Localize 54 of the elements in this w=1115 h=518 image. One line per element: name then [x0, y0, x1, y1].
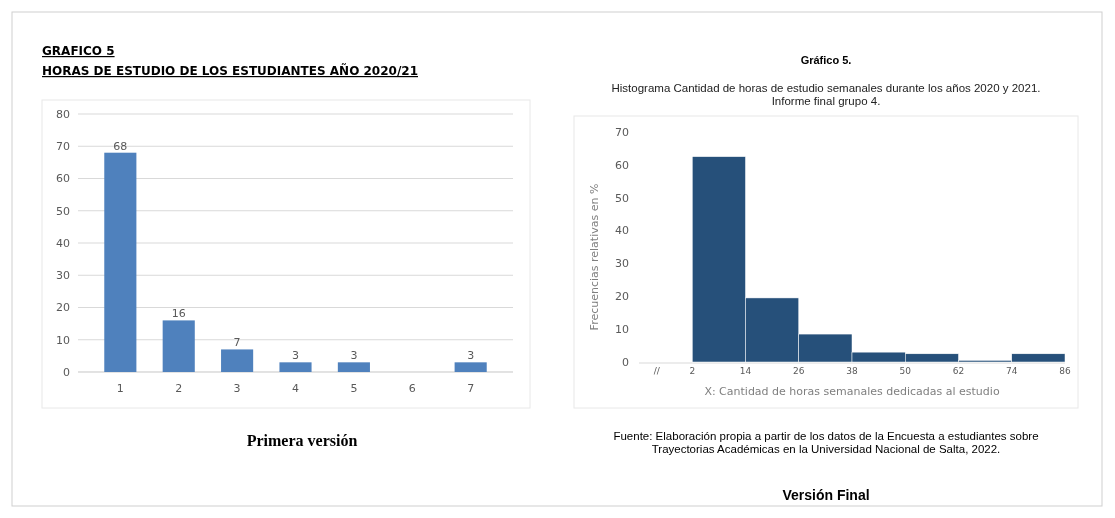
y-tick-label: 70	[56, 140, 70, 154]
x-tick-label: 3	[233, 382, 241, 395]
x-tick-label: //	[653, 366, 661, 376]
x-tick-label: 26	[793, 366, 805, 376]
bar	[162, 320, 195, 372]
chart-subtitle: HORAS DE ESTUDIO DE LOS ESTUDIANTES AÑO 2020/21	[42, 63, 418, 78]
data-label: 7	[233, 336, 241, 350]
x-tick-label: 5	[350, 382, 358, 395]
y-tick-label: 0	[63, 365, 70, 379]
y-tick-label: 0	[622, 355, 629, 369]
x-tick-label: 50	[899, 366, 912, 376]
chart-title: Gráfico 5.	[800, 54, 852, 66]
y-tick-label: 50	[56, 204, 70, 218]
text: Versión Final	[782, 487, 870, 503]
data-label: 3	[467, 349, 475, 363]
x-tick-label: 38	[846, 366, 858, 376]
bar	[104, 152, 137, 372]
bar	[279, 362, 312, 372]
data-label: 16	[171, 307, 186, 321]
x-axis-title: X: Cantidad de horas semanales dedicadas al estudio	[704, 385, 1000, 398]
y-tick-label: 60	[615, 158, 629, 172]
y-tick-label: 30	[615, 257, 629, 271]
y-tick-label: 20	[56, 301, 70, 315]
y-tick-label: 60	[56, 172, 70, 186]
x-tick-label: 2	[689, 366, 696, 376]
text: Primera versión	[246, 432, 358, 449]
data-label: 3	[350, 349, 358, 363]
x-tick-label: 14	[739, 366, 752, 376]
y-tick-label: 10	[615, 322, 629, 336]
bar	[337, 362, 370, 372]
data-label: 3	[292, 349, 299, 363]
y-tick-label: 30	[56, 269, 70, 283]
y-tick-label: 40	[56, 236, 70, 250]
x-tick-label: 7	[467, 382, 475, 395]
x-tick-label: 2	[175, 382, 183, 395]
bar	[454, 362, 487, 372]
x-tick-label: 1	[116, 382, 124, 395]
bar	[221, 349, 254, 372]
y-tick-label: 20	[615, 290, 629, 304]
x-tick-label: 86	[1059, 366, 1071, 376]
x-tick-label: 4	[292, 382, 299, 395]
x-tick-label: 6	[408, 382, 416, 395]
y-tick-label: 70	[615, 125, 629, 139]
y-tick-label: 40	[615, 224, 629, 238]
chart-subtitle: Histograma Cantidad de horas de estudio semanales durante los años 2020 y 2021. Informe final grupo 4.	[611, 82, 1041, 107]
y-tick-label: 50	[615, 191, 629, 205]
x-tick-label: 62	[952, 366, 965, 376]
y-tick-label: 80	[56, 107, 70, 121]
y-tick-label: 10	[56, 333, 70, 347]
source-note: Fuente: Elaboración propia a partir de los datos de la Encuesta a estudiantes sobre Trayectorias Académicas en la Universidad Nacional de Salta, 2022.	[613, 430, 1039, 455]
x-tick-label: 74	[1006, 366, 1018, 376]
y-axis-title: Frecuencias relativas en %	[588, 183, 601, 331]
chart-title: GRAFICO 5	[42, 44, 115, 58]
data-label: 68	[113, 139, 128, 153]
